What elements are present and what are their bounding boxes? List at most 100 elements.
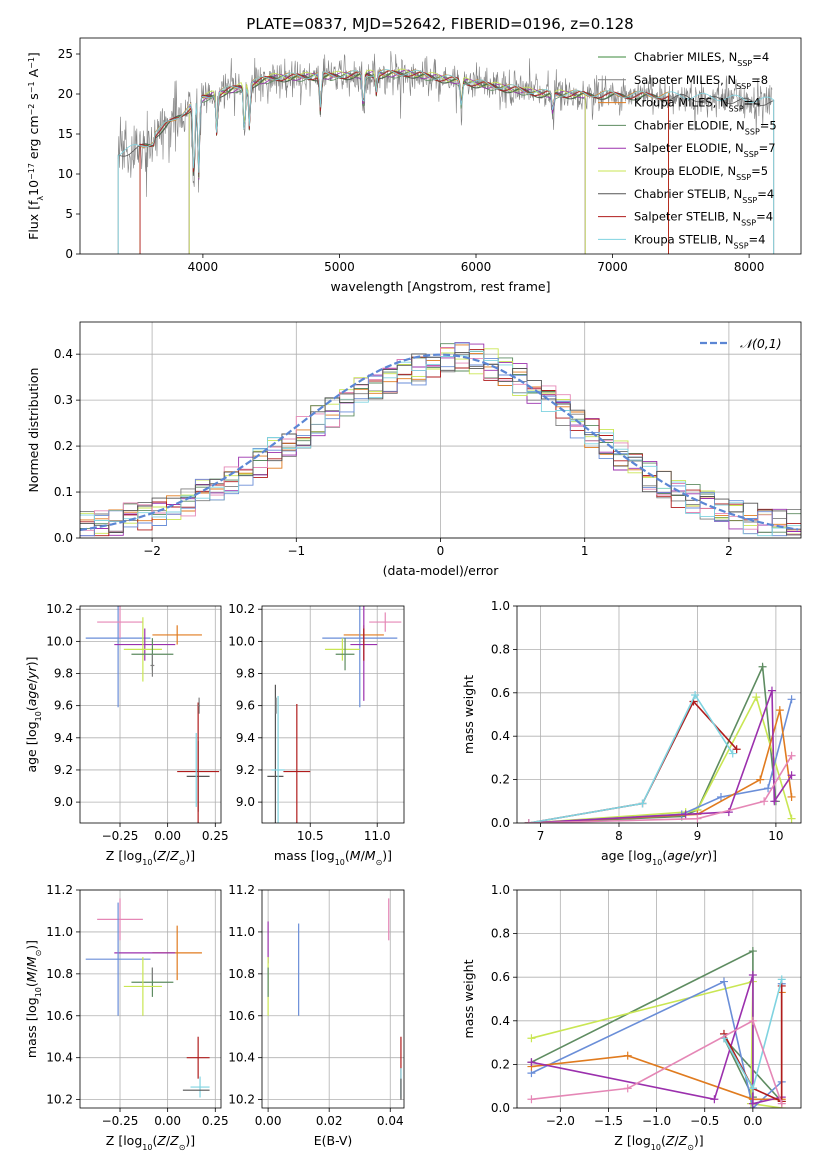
weight-point-marker <box>716 792 725 801</box>
panel-weight_vs_Z: −2.0 −1.5 −1.0 −0.5 0.0 0.0 0.2 0.4 0.6 0.8 1.0 Z [… <box>461 883 802 1152</box>
y-tick-label: 11.2 <box>46 883 73 897</box>
data-point <box>267 684 284 823</box>
x-tick-label: 5000 <box>324 260 355 274</box>
y-tick-label: 0.3 <box>54 393 73 407</box>
weight-point-marker <box>770 797 779 806</box>
weight-point-marker <box>748 1084 757 1093</box>
plot-area <box>527 947 786 1108</box>
data-point <box>123 617 162 682</box>
weight-point-marker <box>693 814 702 823</box>
y-tick-label: 0.0 <box>491 1101 510 1115</box>
weight-point-marker <box>748 947 757 956</box>
y-tick-label: 0.1 <box>54 485 73 499</box>
data-point <box>322 606 398 708</box>
y-tick-label: 9.4 <box>236 731 255 745</box>
data-point <box>369 612 402 632</box>
y-tick-label: 20 <box>58 87 73 101</box>
weight-point-marker <box>638 799 647 808</box>
data-point <box>123 957 162 1016</box>
weight-point-marker <box>524 819 533 823</box>
weight-series-line <box>531 1019 783 1104</box>
panel-weight_vs_age: 7 8 9 10 0.0 0.2 0.4 0.6 0.8 1.0 age [log10(age/yr… <box>461 599 802 867</box>
x-axis-label: (data-model)/error <box>383 563 500 578</box>
weight-point-marker <box>787 814 796 823</box>
legend-entry: Chabrier ELODIE, NSSP=5 <box>634 118 777 136</box>
y-tick-label: 10.2 <box>46 1093 73 1107</box>
axes-frame <box>79 321 802 539</box>
weight-point-marker <box>691 690 700 699</box>
y-tick-label: 0.6 <box>491 970 510 984</box>
weight-point-marker <box>748 1016 757 1025</box>
legend-entry: Kroupa STELIB, NSSP=4 <box>634 232 765 250</box>
weight-point-marker <box>748 971 757 980</box>
x-axis-label: mass [log10(M/M⊙)] <box>274 848 392 867</box>
x-tick-label: −2.0 <box>546 1114 575 1128</box>
weight-point-marker <box>527 1095 536 1104</box>
weight-series-line <box>531 980 782 1108</box>
y-tick-label: 10.2 <box>228 1093 255 1107</box>
axes-frame <box>79 37 802 255</box>
y-tick-label: 0.8 <box>491 927 510 941</box>
model-spectrum-line <box>188 69 586 254</box>
weight-point-marker <box>777 975 786 984</box>
plot-area <box>117 51 775 254</box>
x-tick-label: 1 <box>581 544 589 558</box>
x-tick-label: 10 <box>768 829 783 843</box>
data-point <box>85 606 151 708</box>
y-tick-label: 10.0 <box>228 634 255 648</box>
x-tick-label: 7 <box>537 829 545 843</box>
y-tick-label: 9.8 <box>54 667 73 681</box>
y-tick-label: 0.6 <box>491 686 510 700</box>
y-tick-label: 0.2 <box>491 773 510 787</box>
legend-entry: Salpeter STELIB, NSSP=4 <box>634 210 773 228</box>
legend-entry: 𝒩(0,1) <box>740 336 782 351</box>
y-tick-label: 10.4 <box>46 1051 73 1065</box>
y-tick-label: 9.0 <box>236 795 255 809</box>
data-point <box>283 704 311 823</box>
x-tick-label: −1.5 <box>594 1114 623 1128</box>
y-axis-label: age [log10(age/yr)] <box>24 656 43 772</box>
data-point <box>114 628 176 661</box>
x-tick-label: 8000 <box>734 260 765 274</box>
y-tick-label: 9.2 <box>54 763 73 777</box>
y-tick-label: 11.2 <box>228 883 255 897</box>
y-tick-label: 1.0 <box>491 599 510 613</box>
weight-point-marker <box>787 792 796 801</box>
x-axis-label: Z [log10(Z/Z⊙)] <box>106 848 195 867</box>
y-axis-label: mass weight <box>461 959 476 1038</box>
y-tick-label: 10.4 <box>228 1051 255 1065</box>
x-tick-label: 0.25 <box>202 1114 229 1128</box>
weight-point-marker <box>710 1095 719 1104</box>
weight-series-line <box>528 693 734 823</box>
weight-point-marker <box>748 1099 757 1108</box>
plot-area <box>85 606 220 823</box>
x-tick-label: −1 <box>287 544 305 558</box>
data-point <box>195 732 198 807</box>
x-tick-label: 2 <box>725 544 733 558</box>
data-point <box>97 898 143 941</box>
x-tick-label: 0.02 <box>316 1114 343 1128</box>
weight-point-marker <box>787 695 796 704</box>
plot-area <box>85 898 210 1098</box>
legend-entry: Kroupa ELODIE, NSSP=5 <box>634 164 768 182</box>
plot-area <box>267 606 402 823</box>
axes-frame <box>79 605 222 824</box>
x-tick-label: 0.00 <box>154 1114 181 1128</box>
weight-series-line <box>723 985 783 1103</box>
legend-entry: Chabrier STELIB, NSSP=4 <box>634 187 774 205</box>
y-tick-label: 9.6 <box>236 699 255 713</box>
y-tick-label: 10 <box>58 167 73 181</box>
data-point <box>186 1036 210 1079</box>
x-tick-label: 10.5 <box>297 829 324 843</box>
y-tick-label: 0.4 <box>54 347 73 361</box>
x-tick-label: −1.0 <box>642 1114 671 1128</box>
data-point <box>335 638 355 671</box>
x-axis-label: Z [log10(Z/Z⊙)] <box>614 1133 703 1152</box>
y-tick-label: 11.0 <box>46 925 73 939</box>
y-tick-label: 5 <box>65 207 73 221</box>
grid <box>80 889 221 1108</box>
weight-point-marker <box>767 686 776 695</box>
y-tick-label: 0.0 <box>491 816 510 830</box>
y-tick-label: 0.4 <box>491 729 510 743</box>
